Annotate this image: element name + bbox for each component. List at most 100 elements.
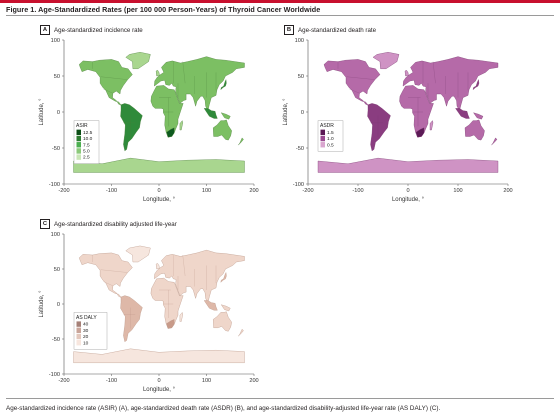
title-rule (6, 15, 554, 16)
panel-a-x-tick-label: 0 (157, 188, 160, 194)
panel-b-legend-label: 1.0 (327, 136, 334, 142)
panel-a-legend-swatch (76, 148, 81, 154)
panel-b-legend-label: 0.5 (327, 142, 334, 148)
panel-b-border-2 (349, 88, 360, 94)
panel-a-x-tick-label: 200 (249, 188, 258, 194)
panel-b-y-axis-label: Latitude, ° (283, 98, 289, 126)
panel-c-new-zealand (238, 328, 244, 337)
panel-a-border-4 (182, 61, 186, 84)
panel-a-x-tick-label: 100 (202, 188, 211, 194)
panel-a-legend-label: 12.5 (83, 130, 93, 136)
panel-a-legend-label: 2.5 (83, 155, 90, 161)
panel-a-y-tick-label: 0 (57, 110, 60, 116)
panel-a-legend-swatch (76, 142, 81, 148)
panel-b-border-4 (432, 61, 436, 84)
panel-b-y-tick-label: 50 (298, 74, 304, 80)
panel-c-legend-title: AS DALY (76, 315, 97, 321)
panel-b-south-america (367, 103, 391, 152)
panel-c-legend-swatch (76, 333, 81, 340)
panel-c-border-1 (100, 269, 128, 273)
panel-c-legend-swatch (76, 340, 81, 346)
panel-b-antarctica (317, 157, 499, 173)
panel-a-title: Age-standardized incidence rate (54, 26, 143, 34)
figure-caption: Age-standardized incidence rate (ASIR) (… (6, 405, 441, 412)
panel-b-y-tick-label: -50 (296, 146, 304, 152)
panel-b-legend-swatch (320, 135, 325, 142)
panel-c-antarctica (73, 348, 245, 363)
panel-c-new-guinea (220, 304, 231, 312)
panel-b-y-tick-label: 100 (295, 38, 304, 44)
panel-a-land (73, 52, 245, 173)
panel-c-border-2 (103, 281, 113, 286)
panel-a-australia (213, 119, 232, 141)
panel-c-letter: C (40, 219, 50, 229)
panel-c-legend-label: 10 (83, 340, 89, 346)
panel-c-madagascar (179, 312, 183, 322)
panel-c-legend-label: 20 (83, 334, 89, 340)
panel-a-south-america (120, 103, 143, 152)
panel-b-legend-swatch (320, 129, 325, 136)
panel-c-x-tick-label: -200 (58, 378, 69, 384)
accent-bar (0, 0, 560, 3)
caption-rule (6, 398, 554, 399)
panel-c-legend-swatch (76, 327, 81, 333)
panel-a-border-2 (103, 88, 113, 94)
panel-a-madagascar (179, 120, 183, 131)
panel-a-japan (220, 78, 227, 91)
panel-a-y-tick-label: 100 (51, 38, 60, 44)
panel-c-borders (92, 254, 217, 329)
panel-b-uk (404, 69, 409, 77)
panel-c-y-axis-label: Latitude, ° (39, 290, 45, 318)
panel-c-y-tick-label: 0 (57, 302, 60, 308)
panel-c-y-tick-label: 100 (51, 232, 60, 238)
panel-c-y-tick-label: -50 (52, 337, 60, 343)
panel-a-x-tick-label: -200 (58, 188, 69, 194)
panel-b-japan (472, 78, 480, 91)
panel-c-africa (150, 277, 184, 329)
panel-b-indonesia (455, 108, 470, 119)
panel-a-antarctica (73, 157, 245, 173)
panel-c-legend-label: 30 (83, 328, 89, 334)
panel-a-legend-label: 7.5 (83, 142, 90, 148)
panel-a-y-axis-label: Latitude, ° (39, 98, 45, 126)
panel-a-africa (150, 85, 184, 138)
panel-b-header: B Age-standardized death rate (284, 25, 376, 35)
panel-c-y-tick-label: 50 (54, 267, 60, 273)
panel-b-africa (399, 85, 434, 138)
panel-c-x-tick-label: 100 (202, 378, 211, 384)
panel-a-x-axis-label: Longitude, ° (143, 197, 176, 203)
panel-c-eurasia (154, 249, 245, 304)
panel-c-australia (213, 311, 232, 332)
panel-a-indonesia (203, 108, 218, 119)
panel-a-legend-label: 10.0 (83, 136, 93, 142)
panel-a-new-guinea (220, 112, 231, 120)
panel-c-x-tick-label: -100 (106, 378, 117, 384)
panel-c-x-axis-label: Longitude, ° (143, 387, 176, 393)
panel-a-uk (155, 69, 160, 77)
panel-a-y-tick-label: 50 (54, 74, 60, 80)
panel-c-southern-africa (166, 319, 175, 329)
panel-c-north-america (78, 252, 133, 298)
panel-b-north-america (323, 59, 381, 106)
panel-b-letter: B (284, 25, 294, 35)
panel-b-x-tick-label: 100 (453, 188, 462, 194)
panel-a-southern-africa (166, 127, 175, 138)
panel-a-header: A Age-standardized incidence rate (40, 25, 143, 35)
panel-a-legend-label: 5.0 (83, 149, 90, 155)
panel-b-x-tick-label: 200 (503, 188, 512, 194)
panel-a-greenland (125, 52, 151, 69)
panel-c-indonesia (203, 300, 218, 311)
panel-a-legend-swatch (76, 135, 81, 142)
panel-c-uk (155, 263, 160, 270)
panel-b-x-tick-label: -100 (352, 188, 363, 194)
panel-b-legend-title: ASDR (320, 123, 334, 129)
panel-b-x-tick-label: -200 (302, 188, 313, 194)
panel-c-title: Age-standardized disability adjusted lif… (54, 220, 177, 228)
panel-c-header: C Age-standardized disability adjusted l… (40, 219, 177, 229)
